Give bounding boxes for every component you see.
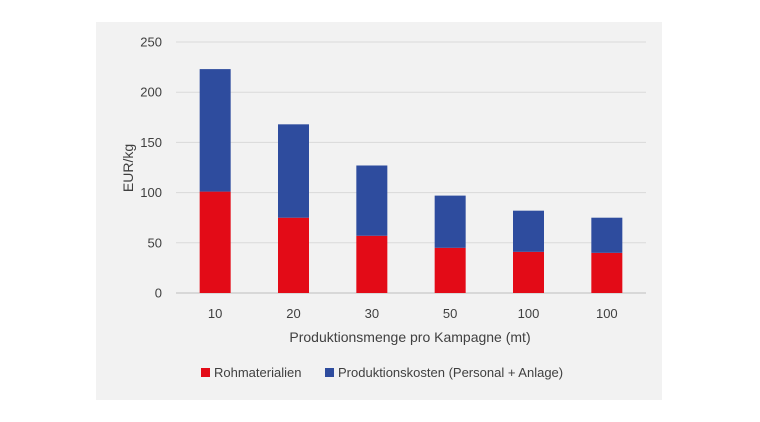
bars bbox=[199, 69, 623, 293]
bar-rohmaterialien bbox=[199, 191, 231, 293]
bar-rohmaterialien bbox=[356, 235, 388, 293]
bar-produktionskosten bbox=[278, 124, 309, 218]
legend-swatch-produktionskosten bbox=[325, 368, 334, 377]
y-tick-label: 200 bbox=[140, 85, 162, 100]
legend-swatch-rohmaterialien bbox=[201, 368, 210, 377]
x-tick-label: 10 bbox=[208, 306, 222, 321]
y-tick-label: 50 bbox=[148, 235, 162, 250]
x-tick-label: 100 bbox=[596, 306, 618, 321]
y-tick-label: 100 bbox=[140, 185, 162, 200]
y-tick-label: 250 bbox=[140, 35, 162, 50]
x-tick-label: 50 bbox=[443, 306, 457, 321]
legend-label: Rohmaterialien bbox=[214, 365, 301, 380]
legend-label: Produktionskosten (Personal + Anlage) bbox=[338, 365, 563, 380]
bar-rohmaterialien bbox=[591, 252, 623, 293]
bar-produktionskosten bbox=[434, 195, 466, 248]
bar-produktionskosten bbox=[591, 217, 623, 253]
x-axis-ticks: 10 20 30 50 100 100 bbox=[208, 306, 618, 321]
y-axis-ticks: 0 50 100 150 200 250 bbox=[140, 35, 162, 301]
gridlines bbox=[176, 41, 646, 294]
bar-produktionskosten bbox=[513, 210, 544, 252]
x-tick-label: 20 bbox=[286, 306, 300, 321]
bar-rohmaterialien bbox=[434, 247, 466, 293]
x-tick-label: 100 bbox=[518, 306, 540, 321]
y-axis-title: EUR/kg bbox=[120, 144, 136, 192]
y-tick-label: 0 bbox=[155, 286, 162, 301]
x-axis-title: Produktionsmenge pro Kampagne (mt) bbox=[289, 329, 530, 345]
y-tick-label: 150 bbox=[140, 135, 162, 150]
x-tick-label: 30 bbox=[365, 306, 379, 321]
bar-rohmaterialien bbox=[513, 251, 544, 293]
bar-produktionskosten bbox=[356, 165, 388, 236]
bar-rohmaterialien bbox=[278, 217, 309, 293]
bar-produktionskosten bbox=[199, 69, 231, 192]
legend: Rohmaterialien Produktionskosten (Persona… bbox=[201, 365, 563, 380]
